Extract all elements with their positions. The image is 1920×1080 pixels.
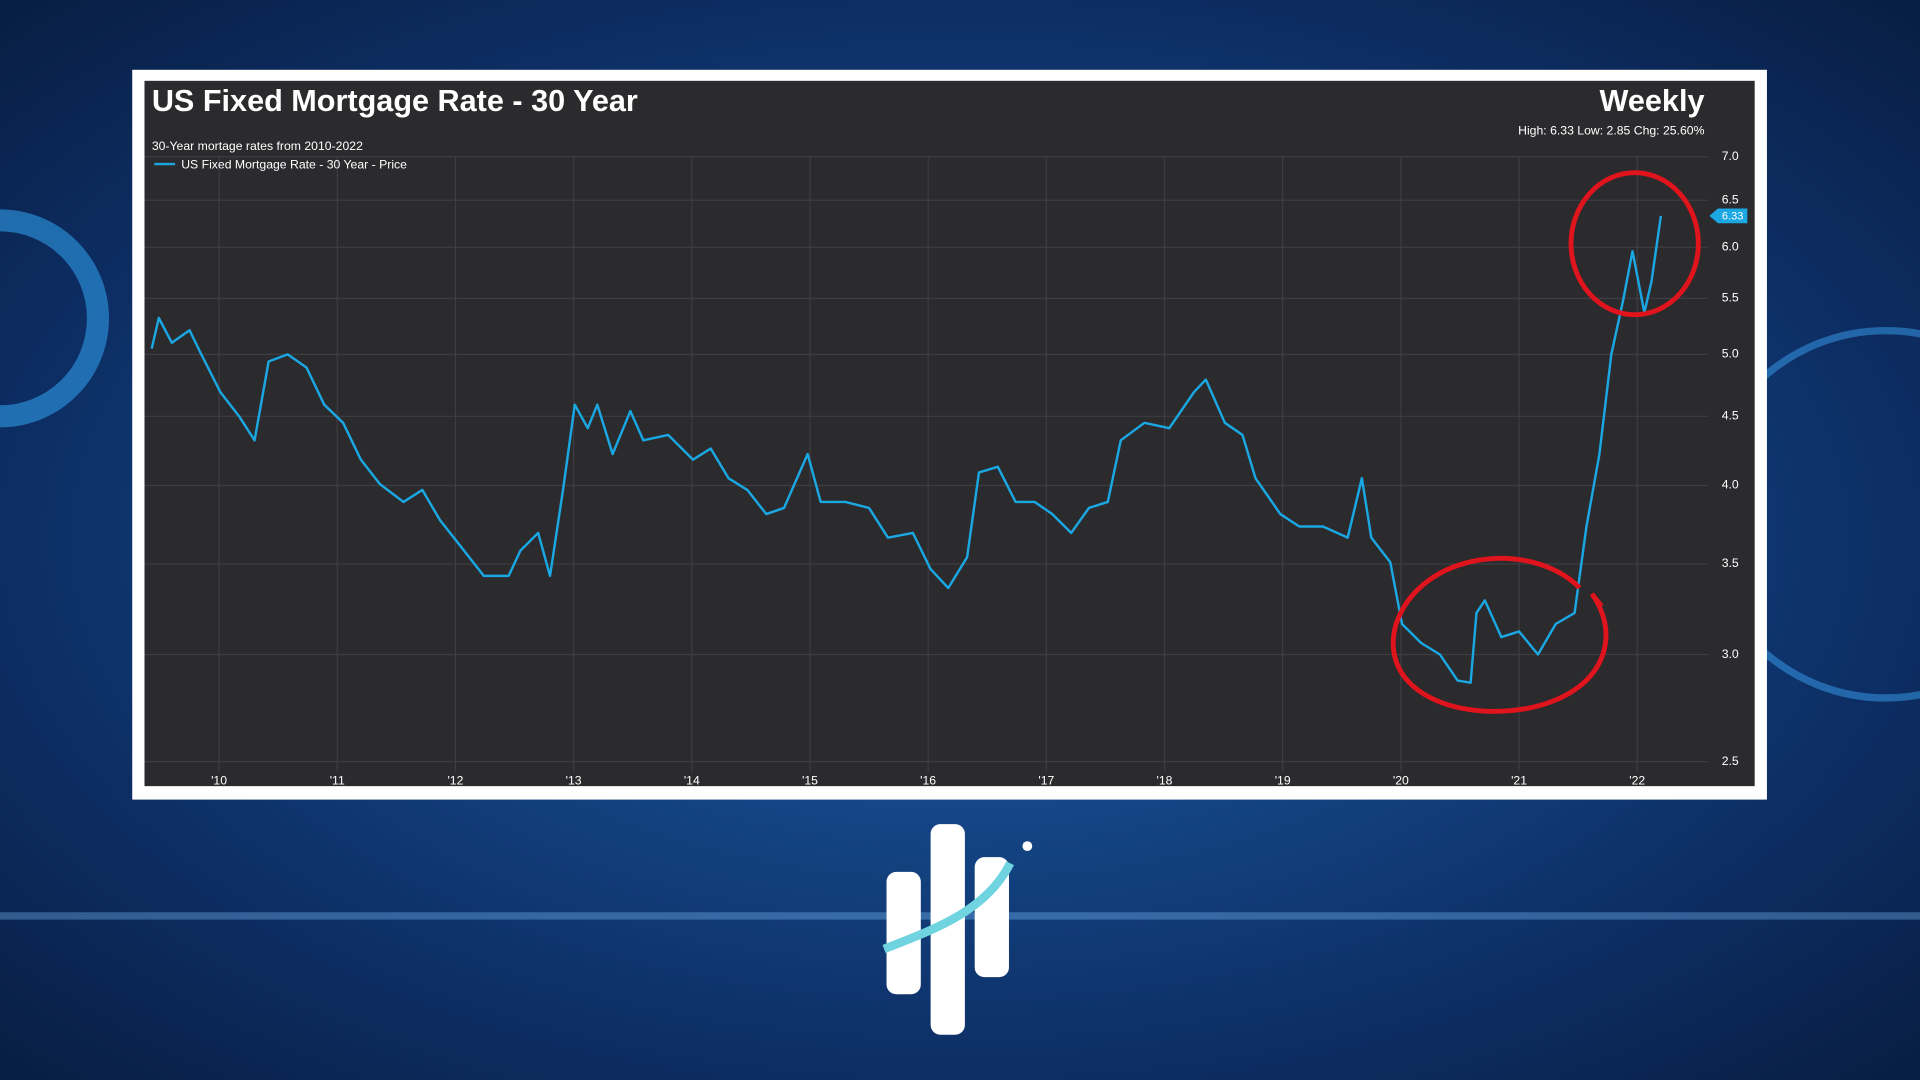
plot: 2.5 3.0 3.5 4.0 4.5 5.0 5.5 6.0 6.5 7.0 '10 '11 '12 '… [150, 149, 1748, 787]
subtitle: 30-Year mortage rates from 2010-2022 [152, 139, 363, 153]
logo-bar [930, 824, 965, 1035]
annotation-circle [1568, 170, 1701, 318]
logo-bar [886, 871, 921, 995]
y-tick-label: 6.0 [1722, 240, 1739, 254]
logo-swoosh [882, 861, 1015, 953]
logo-bar [974, 857, 1009, 978]
series-line [150, 215, 1663, 684]
y-tick-label: 4.5 [1722, 409, 1739, 423]
x-tick-label: '11 [330, 773, 345, 787]
chart-background [144, 80, 1755, 787]
current-value-tag [1709, 208, 1748, 224]
x-tick-label: '19 [1275, 773, 1291, 787]
stats: High: 6.33 Low: 2.85 Chg: 25.60% [1518, 123, 1704, 137]
chart-title: US Fixed Mortgage Rate - 30 Year [152, 84, 638, 118]
grid [144, 156, 1709, 772]
x-tick-label: '15 [802, 773, 818, 787]
frequency: Weekly [1600, 84, 1705, 118]
logo [882, 824, 1033, 1035]
x-tick-label: '20 [1393, 773, 1409, 787]
x-tick-label: '16 [920, 773, 936, 787]
x-tick-label: '22 [1629, 773, 1645, 787]
y-tick-label: 6.5 [1722, 193, 1739, 207]
annotation-circles [1390, 170, 1701, 714]
decor-ring [0, 209, 109, 428]
logo-dot [1022, 841, 1033, 852]
x-tick-label: '12 [447, 773, 463, 787]
y-tick-label: 4.0 [1722, 478, 1739, 492]
y-tick-label: 3.5 [1722, 556, 1739, 570]
x-tick-label: '18 [1157, 773, 1173, 787]
x-tick-label: '13 [566, 773, 582, 787]
x-tick-label: '10 [211, 773, 227, 787]
legend-label: US Fixed Mortgage Rate - 30 Year - Price [181, 158, 407, 172]
x-tick-label: '14 [684, 773, 700, 787]
annotation-circle [1390, 555, 1609, 714]
current-value-label: 6.33 [1722, 210, 1743, 222]
x-tick-label: '17 [1038, 773, 1054, 787]
y-tick-label: 7.0 [1722, 149, 1739, 163]
y-tick-label: 5.0 [1722, 347, 1739, 361]
y-tick-label: 3.0 [1722, 647, 1739, 661]
y-tick-label: 5.5 [1722, 291, 1739, 305]
y-tick-label: 2.5 [1722, 754, 1739, 768]
x-tick-label: '21 [1511, 773, 1527, 787]
